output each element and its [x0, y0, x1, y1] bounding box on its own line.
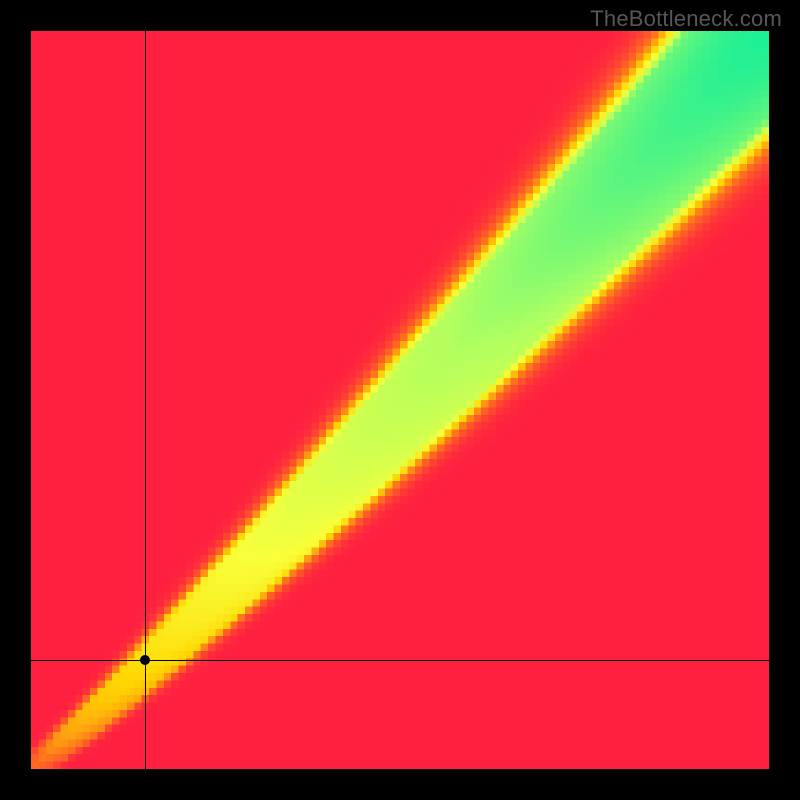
heatmap-plot-area: [31, 31, 769, 769]
crosshair-marker: [140, 655, 150, 665]
watermark-text: TheBottleneck.com: [590, 6, 782, 32]
